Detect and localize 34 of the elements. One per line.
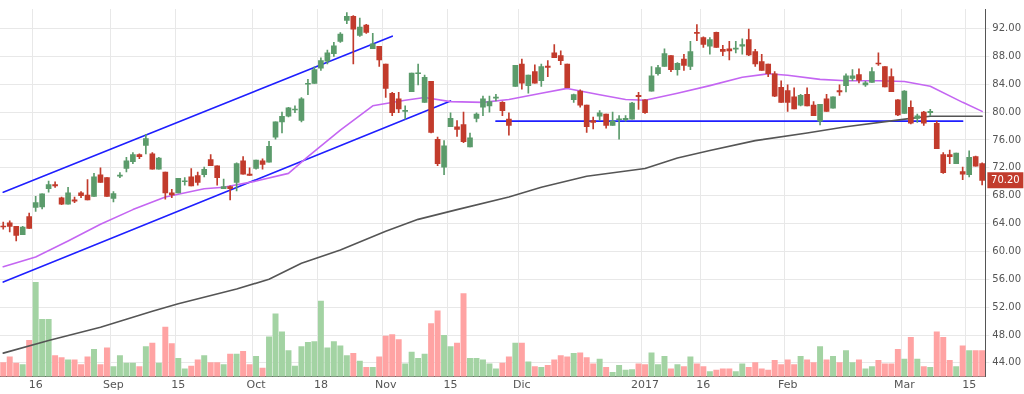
y-tick-label: 48.00 bbox=[992, 328, 1022, 340]
x-tick-label: Feb bbox=[777, 378, 798, 392]
y-tick-label: 44.00 bbox=[992, 356, 1022, 368]
x-tick-label: Dic bbox=[513, 378, 531, 392]
candlestick bbox=[544, 60, 551, 77]
y-tick-label: 76.00 bbox=[992, 133, 1022, 145]
y-tick-label: 68.00 bbox=[992, 189, 1022, 201]
y-tick-label: 64.00 bbox=[992, 217, 1022, 229]
y-tick-label: 52.00 bbox=[992, 300, 1022, 312]
candlestick bbox=[227, 185, 233, 201]
x-tick-label: 18 bbox=[313, 378, 328, 392]
x-tick-label: 16 bbox=[696, 378, 711, 392]
candlestick bbox=[739, 38, 746, 55]
x-tick-label: 15 bbox=[962, 378, 977, 392]
y-tick-label: 80.00 bbox=[992, 105, 1022, 117]
x-tick-label: Mar bbox=[893, 378, 916, 392]
x-tick-label: 15 bbox=[443, 378, 458, 392]
annotation: 70.20 bbox=[991, 173, 1020, 185]
x-tick-label: 2017 bbox=[631, 378, 660, 392]
candlestick bbox=[694, 24, 700, 42]
candlestick bbox=[402, 105, 408, 120]
candlestick bbox=[52, 181, 58, 188]
y-tick-label: 88.00 bbox=[992, 49, 1022, 61]
y-tick-label: 56.00 bbox=[992, 272, 1022, 284]
x-tick-label: 16 bbox=[28, 378, 43, 392]
candlestick bbox=[959, 166, 966, 180]
y-tick-label: 72.00 bbox=[992, 161, 1022, 173]
x-tick-label: Oct bbox=[246, 378, 267, 392]
y-tick-label: 60.00 bbox=[992, 245, 1022, 257]
y-tick-label: 84.00 bbox=[992, 77, 1022, 89]
x-tick-label: 15 bbox=[171, 378, 186, 392]
y-tick-label: 92.00 bbox=[992, 22, 1022, 34]
x-tick-label: Sep bbox=[103, 378, 124, 392]
x-tick-label: Nov bbox=[374, 378, 397, 392]
